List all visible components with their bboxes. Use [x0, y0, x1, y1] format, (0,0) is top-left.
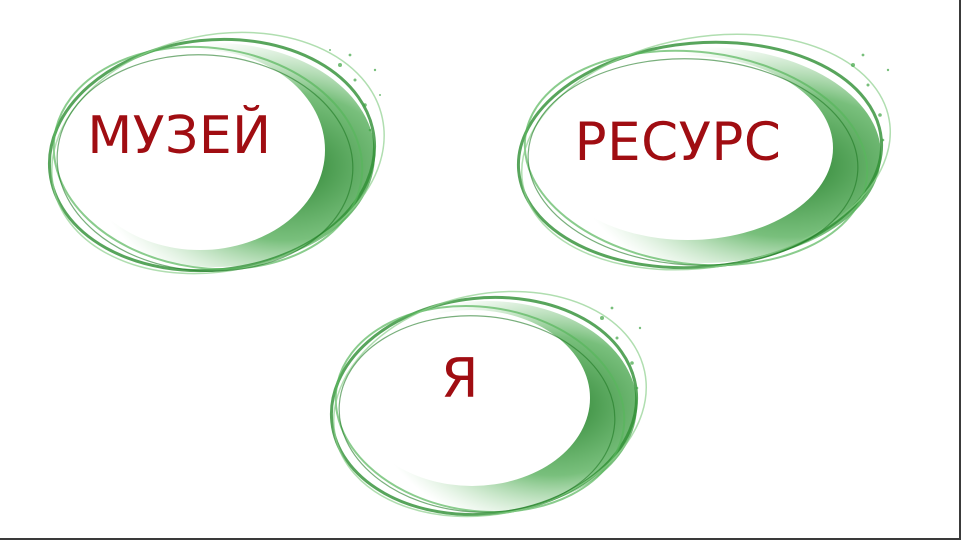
word-museum: МУЗЕЙ	[87, 106, 272, 166]
green-swirl-ring-icon	[40, 25, 385, 280]
word-me: Я	[440, 347, 480, 410]
word-resource: РЕСУРС	[574, 112, 782, 173]
green-swirl-ring-icon	[322, 288, 652, 526]
green-swirl-ring-icon	[508, 30, 893, 280]
